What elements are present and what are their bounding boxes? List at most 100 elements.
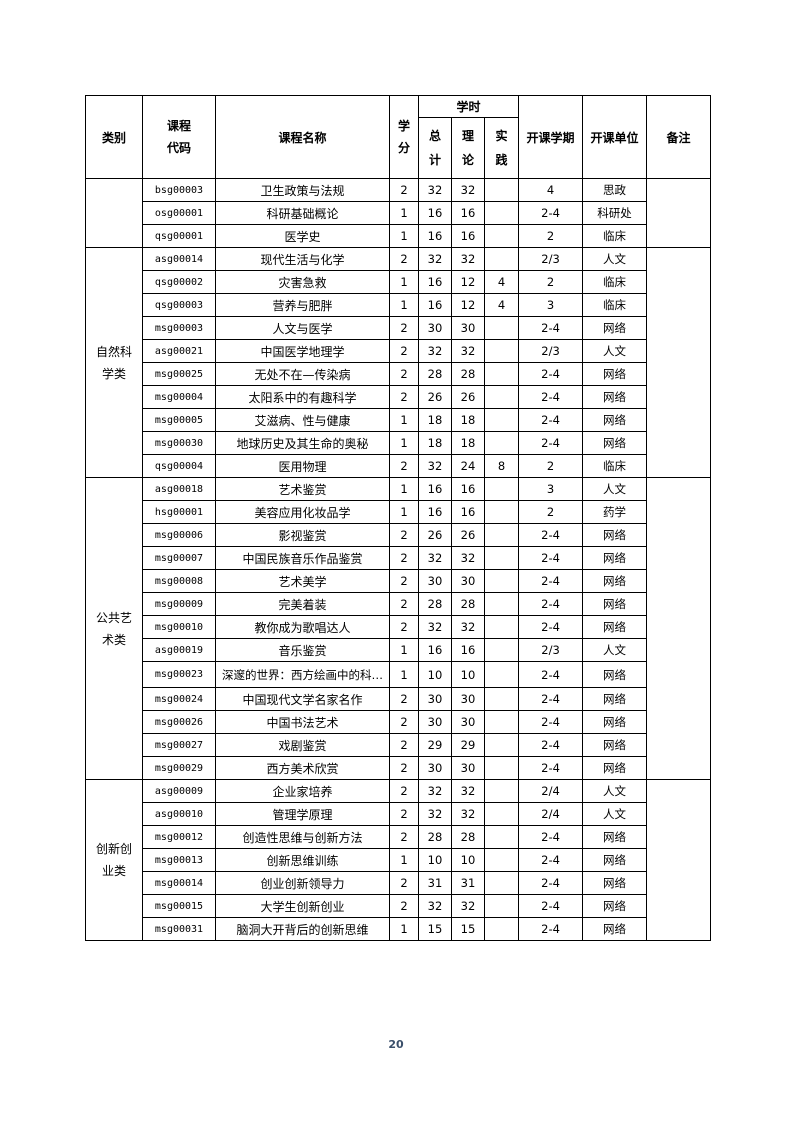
table-row: msg00025 无处不在—传染病 2 28 28 2-4 网络: [86, 362, 711, 386]
credit-cell: 1: [389, 201, 419, 225]
total-cell: 28: [418, 362, 452, 386]
unit-cell: 人文: [582, 779, 648, 803]
remark-cell: [646, 477, 712, 780]
unit-cell: 网络: [582, 661, 648, 688]
name-cell: 灾害急救: [215, 270, 390, 294]
total-cell: 30: [418, 756, 452, 780]
semester-cell: 2: [518, 454, 584, 478]
name-cell: 企业家培养: [215, 779, 390, 803]
name-cell: 管理学原理: [215, 802, 390, 826]
name-cell: 艺术美学: [215, 569, 390, 593]
unit-cell: 网络: [582, 408, 648, 432]
code-cell: msg00030: [142, 431, 216, 455]
name-cell: 深邃的世界：西方绘画中的科…: [215, 661, 390, 688]
semester-cell: 2/3: [518, 638, 584, 662]
code-cell: msg00009: [142, 592, 216, 616]
theory-cell: 12: [451, 293, 485, 317]
unit-cell: 临床: [582, 293, 648, 317]
credit-cell: 2: [389, 569, 419, 593]
table-row: msg00009 完美着装 2 28 28 2-4 网络: [86, 592, 711, 616]
credit-cell: 2: [389, 615, 419, 639]
semester-cell: 2-4: [518, 871, 584, 895]
unit-cell: 网络: [582, 917, 648, 941]
unit-cell: 药学: [582, 500, 648, 524]
unit-cell: 网络: [582, 431, 648, 455]
name-cell: 医学史: [215, 224, 390, 248]
code-cell: msg00029: [142, 756, 216, 780]
table-row: 自然科学类 asg00014 现代生活与化学 2 32 32 2/3 人文: [85, 247, 712, 478]
name-cell: 美容应用化妆品学: [215, 500, 390, 524]
table-row: msg00010 教你成为歌唱达人 2 32 32 2-4 网络: [86, 615, 711, 639]
practice-cell: [483, 201, 520, 225]
total-cell: 32: [418, 454, 452, 478]
code-cell: msg00012: [142, 825, 216, 849]
table-row: asg00019 音乐鉴赏 1 16 16 2/3 人文: [86, 638, 711, 662]
credit-cell: 2: [389, 894, 419, 918]
semester-cell: 2/3: [518, 339, 584, 363]
practice-cell: [483, 316, 520, 340]
table-row: asg00021 中国医学地理学 2 32 32 2/3 人文: [86, 339, 711, 363]
name-cell: 中国民族音乐作品鉴赏: [215, 546, 390, 570]
credit-cell: 2: [389, 756, 419, 780]
total-cell: 32: [418, 178, 452, 202]
remark-cell: [646, 247, 712, 478]
credit-cell: 1: [389, 293, 419, 317]
name-cell: 大学生创新创业: [215, 894, 390, 918]
code-cell: msg00006: [142, 523, 216, 547]
unit-cell: 科研处: [582, 201, 648, 225]
theory-cell: 15: [451, 917, 485, 941]
practice-cell: [483, 385, 520, 409]
header-theory: 理 论: [451, 117, 485, 179]
practice-cell: [483, 408, 520, 432]
practice-cell: [483, 592, 520, 616]
unit-cell: 网络: [582, 825, 648, 849]
header-code: 课程 代码: [142, 95, 216, 179]
practice-cell: [483, 247, 520, 271]
name-cell: 完美着装: [215, 592, 390, 616]
code-cell: msg00025: [142, 362, 216, 386]
semester-cell: 2-4: [518, 687, 584, 711]
name-cell: 创业创新领导力: [215, 871, 390, 895]
credit-cell: 1: [389, 500, 419, 524]
name-cell: 教你成为歌唱达人: [215, 615, 390, 639]
total-cell: 16: [418, 500, 452, 524]
unit-cell: 人文: [582, 638, 648, 662]
theory-cell: 18: [451, 408, 485, 432]
name-cell: 艺术鉴赏: [215, 477, 390, 501]
table-row: msg00023 深邃的世界：西方绘画中的科… 1 10 10 2-4 网络: [86, 661, 711, 688]
category-cell: 创新创业类: [85, 779, 143, 941]
credit-cell: 2: [389, 247, 419, 271]
unit-cell: 网络: [582, 615, 648, 639]
practice-cell: [483, 523, 520, 547]
theory-cell: 26: [451, 523, 485, 547]
total-cell: 28: [418, 592, 452, 616]
semester-cell: 2-4: [518, 733, 584, 757]
total-cell: 32: [418, 802, 452, 826]
table-row: msg00029 西方美术欣赏 2 30 30 2-4 网络: [86, 756, 711, 780]
table-body: bsg00003 卫生政策与法规 2 32 32 4 思政 osg00001 科研基础概论 1 16…: [85, 178, 712, 941]
total-cell: 32: [418, 615, 452, 639]
theory-cell: 32: [451, 779, 485, 803]
credit-cell: 1: [389, 224, 419, 248]
credit-cell: 2: [389, 454, 419, 478]
code-cell: qsg00001: [142, 224, 216, 248]
table-row: msg00030 地球历史及其生命的奥秘 1 18 18 2-4 网络: [86, 431, 711, 455]
header-remark: 备注: [646, 95, 712, 179]
practice-cell: 4: [483, 270, 520, 294]
semester-cell: 2-4: [518, 408, 584, 432]
name-cell: 创新思维训练: [215, 848, 390, 872]
table-row: msg00003 人文与医学 2 30 30 2-4 网络: [86, 316, 711, 340]
category-cell: 自然科学类: [85, 247, 143, 478]
unit-cell: 网络: [582, 871, 648, 895]
header-credit: 学 分: [389, 95, 419, 179]
semester-cell: 2/4: [518, 779, 584, 803]
total-cell: 10: [418, 848, 452, 872]
total-cell: 10: [418, 661, 452, 688]
credit-cell: 2: [389, 546, 419, 570]
code-cell: msg00010: [142, 615, 216, 639]
table-row: asg00010 管理学原理 2 32 32 2/4 人文: [86, 802, 711, 826]
theory-cell: 10: [451, 848, 485, 872]
name-cell: 营养与肥胖: [215, 293, 390, 317]
theory-cell: 30: [451, 569, 485, 593]
code-cell: qsg00002: [142, 270, 216, 294]
